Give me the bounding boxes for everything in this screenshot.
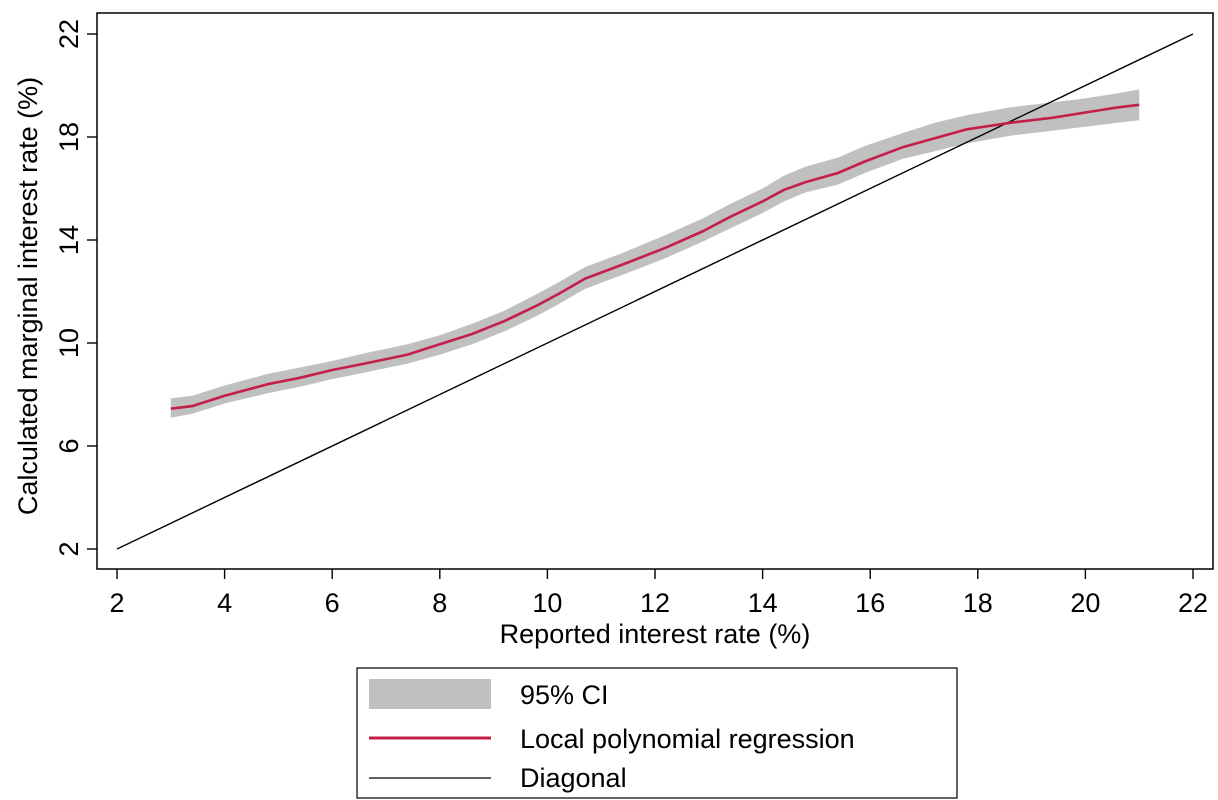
plot-area xyxy=(116,33,1194,550)
x-axis: 2 4 6 8 10 12 14 16 18 20 22 xyxy=(109,569,1208,618)
y-tick-label: 22 xyxy=(54,19,84,49)
legend: 95% CI Local polynomial regression Diago… xyxy=(356,667,958,799)
y-tick-label: 10 xyxy=(54,328,84,358)
x-tick-label: 22 xyxy=(1178,588,1208,618)
x-tick-label: 2 xyxy=(109,588,124,618)
legend-label-diagonal: Diagonal xyxy=(520,763,627,793)
x-tick-label: 16 xyxy=(855,588,885,618)
y-tick-label: 14 xyxy=(54,225,84,255)
x-tick-label: 18 xyxy=(963,588,993,618)
diagonal-line xyxy=(116,33,1194,550)
regression-line xyxy=(170,103,1140,410)
legend-label-ci: 95% CI xyxy=(520,680,609,710)
y-tick-label: 6 xyxy=(54,438,84,453)
x-tick-label: 10 xyxy=(532,588,562,618)
x-tick-label: 20 xyxy=(1070,588,1100,618)
y-axis: 2 6 10 14 18 22 xyxy=(54,19,97,557)
legend-swatch-ci xyxy=(369,679,491,709)
ci-band xyxy=(170,89,1140,418)
x-tick-label: 14 xyxy=(748,588,778,618)
y-tick-label: 2 xyxy=(54,541,84,556)
y-tick-label: 18 xyxy=(54,122,84,152)
y-axis-title: Calculated marginal interest rate (%) xyxy=(13,77,43,515)
x-tick-label: 4 xyxy=(217,588,232,618)
legend-label-regression: Local polynomial regression xyxy=(520,724,855,754)
x-axis-title: Reported interest rate (%) xyxy=(500,619,811,649)
x-tick-label: 12 xyxy=(640,588,670,618)
x-tick-label: 6 xyxy=(325,588,340,618)
x-tick-label: 8 xyxy=(432,588,447,618)
